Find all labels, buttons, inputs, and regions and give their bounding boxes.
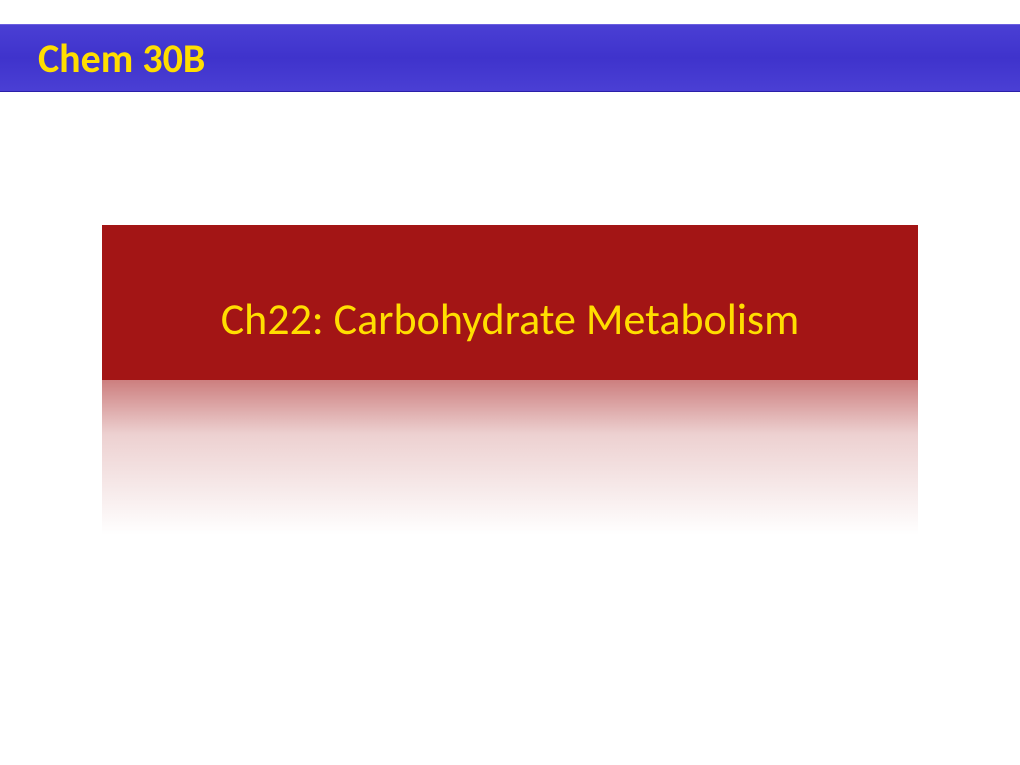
chapter-title: Ch22: Carbohydrate Metabolism — [221, 292, 800, 346]
course-label: Chem 30B — [38, 34, 205, 83]
header-bar: Chem 30B — [0, 24, 1020, 92]
title-reflection — [102, 380, 918, 535]
title-box: Ch22: Carbohydrate Metabolism — [102, 225, 918, 380]
title-container: Ch22: Carbohydrate Metabolism — [102, 225, 918, 535]
